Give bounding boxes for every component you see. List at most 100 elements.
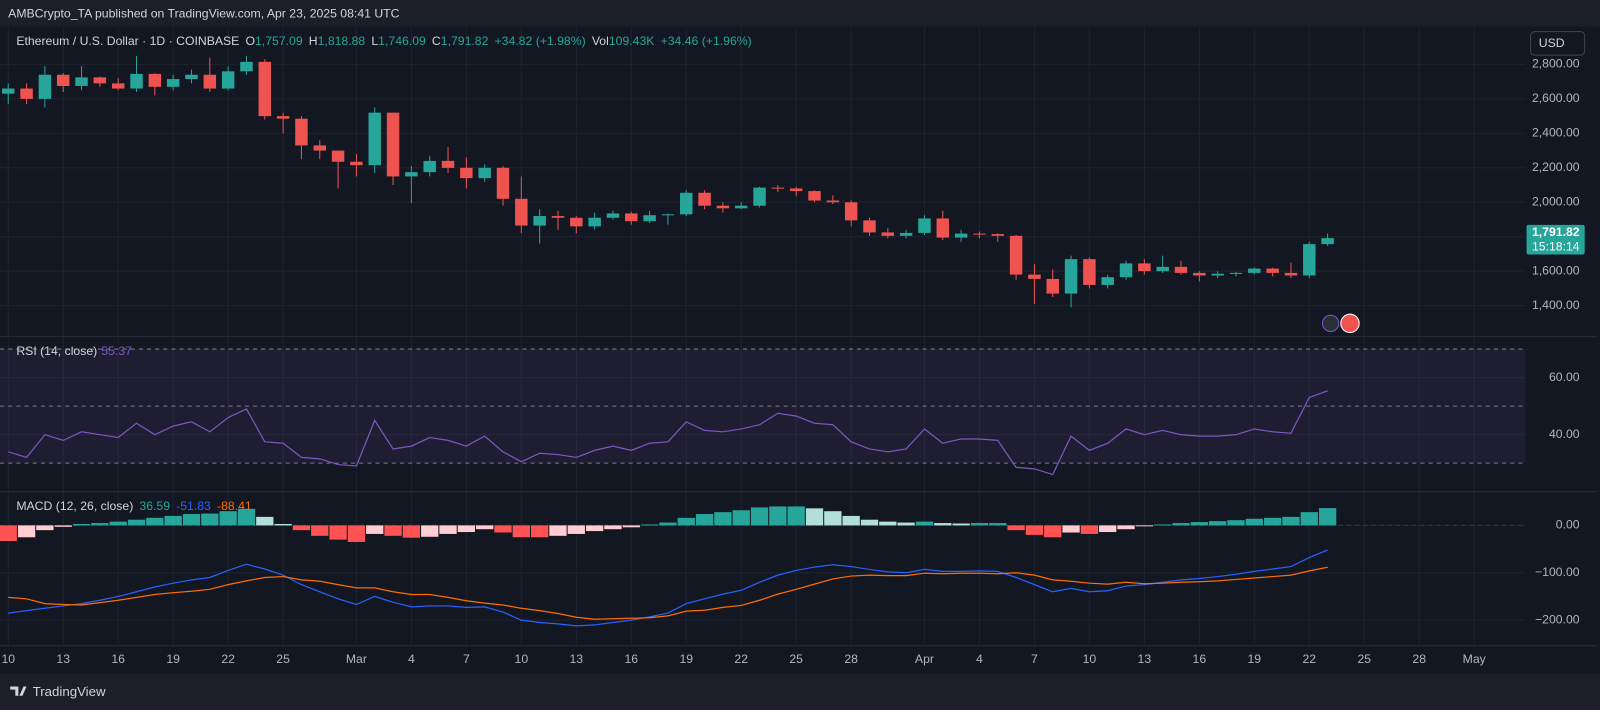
y-tick-label: −200.00 — [1535, 612, 1580, 626]
histogram-bar — [1025, 525, 1044, 535]
histogram-bar — [915, 521, 934, 526]
legend: Ethereum / U.S. Dollar · 1D · COINBASE O1… — [16, 34, 751, 48]
histogram-bar — [164, 515, 182, 526]
candle-body — [844, 202, 858, 221]
rsi-line — [8, 390, 1328, 476]
candle-body — [240, 61, 253, 72]
histogram-bar — [402, 525, 421, 538]
candle-body — [936, 218, 950, 238]
histogram-bar — [494, 525, 512, 533]
candle-body — [551, 216, 565, 218]
candle-body — [1193, 272, 1206, 276]
histogram-bar — [0, 525, 17, 542]
histogram-bar — [1080, 525, 1099, 534]
x-tick-label: 16 — [624, 652, 638, 666]
histogram-bar — [805, 508, 824, 526]
x-tick-label: 10 — [515, 652, 529, 666]
candle-body — [441, 160, 455, 168]
candle-body — [734, 205, 748, 209]
histogram-bar — [732, 510, 750, 526]
histogram-bar — [659, 522, 677, 526]
macd-line — [8, 566, 1328, 620]
last-price: 1,791.82 — [1532, 225, 1580, 239]
histogram-bar — [531, 525, 549, 538]
histogram-bar — [384, 525, 402, 536]
histogram-bar — [1318, 508, 1337, 526]
y-tick-label: 2,400.00 — [1532, 126, 1580, 140]
histogram-bar — [1190, 522, 1208, 526]
histogram-bar — [1154, 524, 1172, 526]
candle-body — [386, 112, 400, 177]
histogram-bar — [1044, 525, 1062, 538]
event-icons — [1321, 313, 1360, 334]
x-tick-label: 28 — [844, 652, 858, 666]
x-tick-label: 7 — [463, 652, 470, 666]
candle-body — [496, 167, 510, 199]
candle-body — [826, 200, 840, 203]
legend-key: L — [371, 34, 378, 48]
histogram-bar — [476, 525, 494, 530]
chart-title: RSI (14, close) — [16, 344, 97, 358]
legend: RSI (14, close) 55.37 — [16, 344, 132, 358]
candle-body — [276, 116, 290, 119]
x-tick-label: 25 — [789, 652, 803, 666]
candle-body — [808, 191, 821, 201]
histogram-bar — [512, 525, 530, 538]
x-tick-label: Apr — [915, 652, 934, 666]
histogram-bar — [842, 515, 860, 526]
histogram-bar — [695, 514, 714, 526]
y-tick-label: 60.00 — [1549, 370, 1580, 384]
candle-body — [680, 192, 693, 215]
y-tick-label: 2,600.00 — [1532, 91, 1580, 105]
histogram-bar — [769, 506, 787, 526]
y-tick-label: 2,200.00 — [1532, 160, 1580, 174]
histogram-bar — [1263, 517, 1282, 526]
legend-key: C — [432, 34, 441, 48]
histogram-bar — [970, 523, 989, 526]
candle-body — [606, 213, 620, 218]
x-tick-label: 19 — [679, 652, 693, 666]
candle-body — [698, 192, 711, 206]
histogram-bar — [897, 522, 915, 526]
x-tick-label: 4 — [976, 652, 983, 666]
candle-body — [93, 77, 107, 84]
x-tick-label: 19 — [166, 652, 180, 666]
histogram-bar — [677, 517, 695, 526]
currency[interactable]: USD — [1539, 36, 1565, 50]
candle-body — [1101, 277, 1114, 285]
histogram-bar — [750, 507, 769, 526]
candle-body — [1083, 259, 1096, 285]
histogram-bar — [347, 525, 366, 542]
candle-body — [716, 205, 730, 209]
candle-body — [38, 74, 52, 99]
candle-body — [1303, 244, 1316, 276]
candle-body — [258, 61, 272, 117]
histogram-bar — [787, 506, 805, 526]
candle-body — [533, 216, 546, 226]
histogram-bar — [585, 525, 604, 532]
histogram-bar — [934, 523, 952, 526]
candle-body — [588, 217, 601, 227]
candle-body — [478, 167, 491, 179]
histogram-bar — [714, 512, 732, 526]
x-tick-label: 16 — [1193, 652, 1207, 666]
histogram-bar — [622, 525, 640, 528]
histogram-bar — [1227, 520, 1245, 526]
histogram-bar — [952, 523, 970, 526]
candle-body — [185, 74, 198, 80]
candle-body — [789, 188, 803, 192]
volume-change: +34.46 (+1.96%) — [661, 34, 752, 48]
histogram-bar — [219, 511, 237, 526]
candle-body — [661, 214, 675, 216]
candle-body — [1229, 272, 1243, 274]
published-note: AMBCrypto_TA published on TradingView.co… — [8, 7, 399, 21]
candle-body — [570, 217, 583, 227]
currency-button[interactable] — [1530, 31, 1586, 56]
x-tick-label: 22 — [1302, 652, 1316, 666]
candle-body — [313, 145, 326, 151]
legend-key: H — [309, 34, 318, 48]
candle-body — [1119, 263, 1133, 278]
histogram-bar — [329, 525, 347, 540]
